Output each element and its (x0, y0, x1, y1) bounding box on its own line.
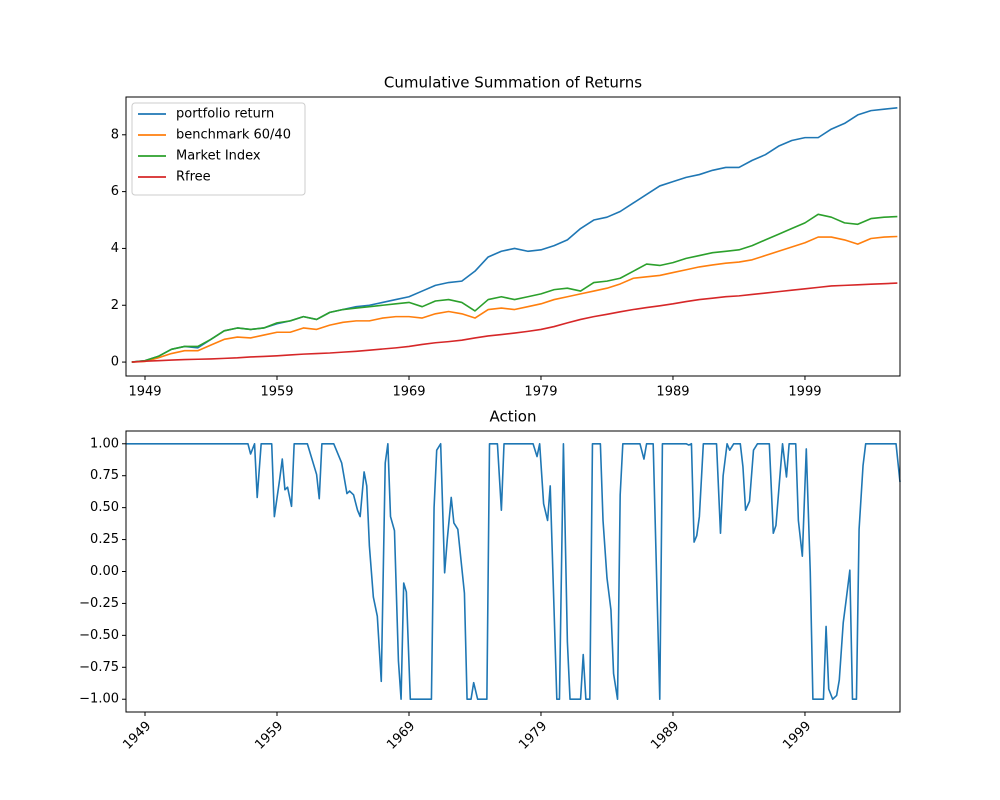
x-tick-label: 1999 (788, 385, 821, 400)
x-tick-label: 1959 (252, 719, 286, 753)
x-tick-label: 1949 (120, 719, 154, 753)
x-tick-label: 1979 (524, 385, 557, 400)
x-tick-label: 1969 (392, 385, 425, 400)
series-line (126, 442, 901, 701)
y-tick-label: 2 (111, 298, 119, 313)
x-tick-label: 1989 (656, 385, 689, 400)
y-tick-label: 0.50 (90, 500, 119, 515)
axes-frame (125, 96, 901, 377)
y-tick-label: −0.75 (79, 660, 119, 675)
y-tick-label: 4 (111, 241, 119, 256)
legend-label: benchmark 60/40 (176, 128, 291, 143)
y-tick-label: −0.50 (79, 628, 119, 643)
x-tick-label: 1959 (260, 385, 293, 400)
y-tick-label: 0.00 (90, 564, 119, 579)
y-tick-label: 6 (111, 184, 119, 199)
y-tick-label: 1.00 (90, 436, 119, 451)
y-tick-label: 0.75 (90, 468, 119, 483)
y-tick-label: 8 (111, 127, 119, 142)
series-line (131, 213, 898, 363)
y-tick-label: 0.25 (90, 532, 119, 547)
y-tick-label: 0 (111, 355, 119, 370)
y-tick-label: −1.00 (79, 692, 119, 707)
chart-title: Action (490, 408, 537, 426)
axes-frame (125, 430, 901, 713)
y-tick-label: −0.25 (79, 596, 119, 611)
x-tick-label: 1979 (516, 719, 550, 753)
legend-label: Rfree (176, 170, 211, 185)
legend-label: portfolio return (176, 107, 274, 122)
x-tick-label: 1999 (780, 719, 814, 753)
chart-title: Cumulative Summation of Returns (384, 74, 642, 92)
series-line (131, 235, 898, 363)
x-tick-label: 1949 (128, 385, 161, 400)
x-tick-label: 1969 (384, 719, 418, 753)
x-tick-label: 1989 (648, 719, 682, 753)
legend-label: Market Index (176, 149, 261, 164)
legend-box (131, 102, 306, 196)
series-line (131, 282, 898, 363)
